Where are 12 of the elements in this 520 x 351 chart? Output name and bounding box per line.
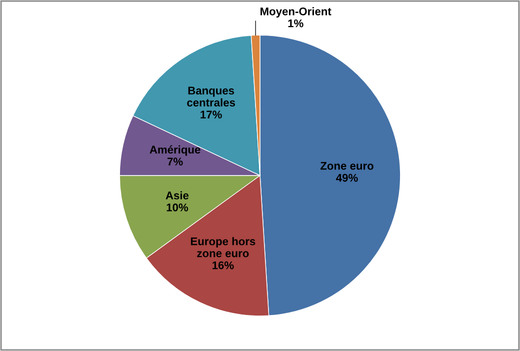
data-label: 16% xyxy=(212,261,234,270)
slice-label: Europe hors zone euro xyxy=(190,237,256,258)
data-label: 17% xyxy=(200,110,222,118)
slice-label: Amérique xyxy=(150,145,200,156)
data-label: 1% xyxy=(288,19,304,28)
slice-label: Moyen-Orient xyxy=(260,7,332,18)
slice-label: Banques centrales xyxy=(187,86,236,106)
data-label: 10% xyxy=(166,204,188,212)
data-label: 49% xyxy=(336,174,358,182)
slice-label: Asie xyxy=(166,191,189,200)
data-label: 7% xyxy=(167,158,183,166)
slice-label: Zone euro xyxy=(320,162,374,170)
